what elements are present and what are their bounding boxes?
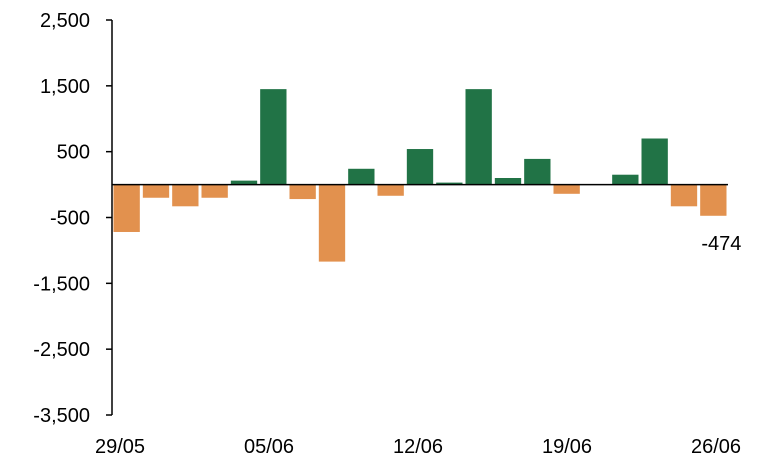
x-tick-label: 05/06 [244, 436, 294, 458]
y-tick-label: -500 [50, 208, 90, 230]
bar [172, 184, 199, 207]
x-tick-label: 19/06 [542, 436, 592, 458]
x-tick-label: 26/06 [691, 436, 741, 458]
bar [641, 138, 668, 185]
data-label: -474 [701, 233, 741, 255]
bar [318, 184, 346, 262]
bar [465, 89, 492, 185]
axes-layer [106, 19, 728, 416]
x-tick-label: 12/06 [393, 436, 443, 458]
bar [553, 184, 580, 194]
bar [436, 182, 463, 185]
y-tick-label: -1,500 [33, 273, 90, 295]
bar [289, 184, 316, 200]
bar [348, 168, 375, 185]
y-tick-label: 500 [57, 142, 90, 164]
bar [230, 180, 258, 185]
bar [113, 184, 140, 232]
bar [406, 149, 434, 185]
bar [377, 184, 404, 196]
bar [524, 158, 551, 185]
bar [612, 174, 639, 185]
y-tick-label: 1,500 [40, 76, 90, 98]
bar [700, 184, 727, 216]
bar [260, 89, 287, 185]
labels-layer: 2,500 1,500 500 -500 -1,500 -2,500 -3,50029/05… [33, 10, 741, 458]
y-tick-label: 2,500 [40, 10, 90, 32]
y-tick-label: -2,500 [33, 339, 90, 361]
y-tick-label: -3,500 [33, 405, 90, 427]
bars-layer [113, 89, 727, 262]
bar [670, 184, 698, 207]
bar [494, 178, 522, 185]
bar [201, 184, 228, 198]
x-tick-label: 29/05 [95, 436, 145, 458]
bar [142, 184, 170, 198]
